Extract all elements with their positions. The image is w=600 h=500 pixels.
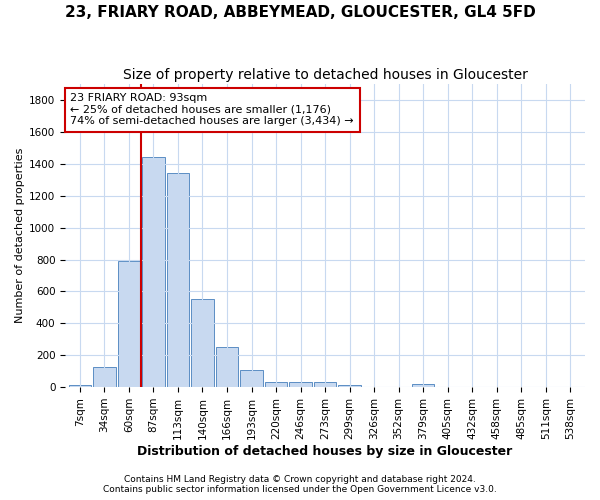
X-axis label: Distribution of detached houses by size in Gloucester: Distribution of detached houses by size … — [137, 444, 512, 458]
Bar — [68, 384, 91, 387]
Bar — [412, 384, 434, 387]
Bar — [289, 382, 312, 387]
Bar — [338, 384, 361, 387]
Bar — [191, 300, 214, 387]
Bar — [265, 382, 287, 387]
Bar — [142, 158, 164, 387]
Bar — [118, 261, 140, 387]
Bar — [314, 382, 337, 387]
Text: Contains HM Land Registry data © Crown copyright and database right 2024.
Contai: Contains HM Land Registry data © Crown c… — [103, 474, 497, 494]
Text: 23, FRIARY ROAD, ABBEYMEAD, GLOUCESTER, GL4 5FD: 23, FRIARY ROAD, ABBEYMEAD, GLOUCESTER, … — [65, 5, 535, 20]
Bar — [240, 370, 263, 387]
Y-axis label: Number of detached properties: Number of detached properties — [15, 148, 25, 324]
Text: 23 FRIARY ROAD: 93sqm
← 25% of detached houses are smaller (1,176)
74% of semi-d: 23 FRIARY ROAD: 93sqm ← 25% of detached … — [70, 93, 354, 126]
Bar — [93, 367, 116, 387]
Bar — [167, 174, 189, 387]
Title: Size of property relative to detached houses in Gloucester: Size of property relative to detached ho… — [122, 68, 527, 82]
Bar — [216, 347, 238, 387]
